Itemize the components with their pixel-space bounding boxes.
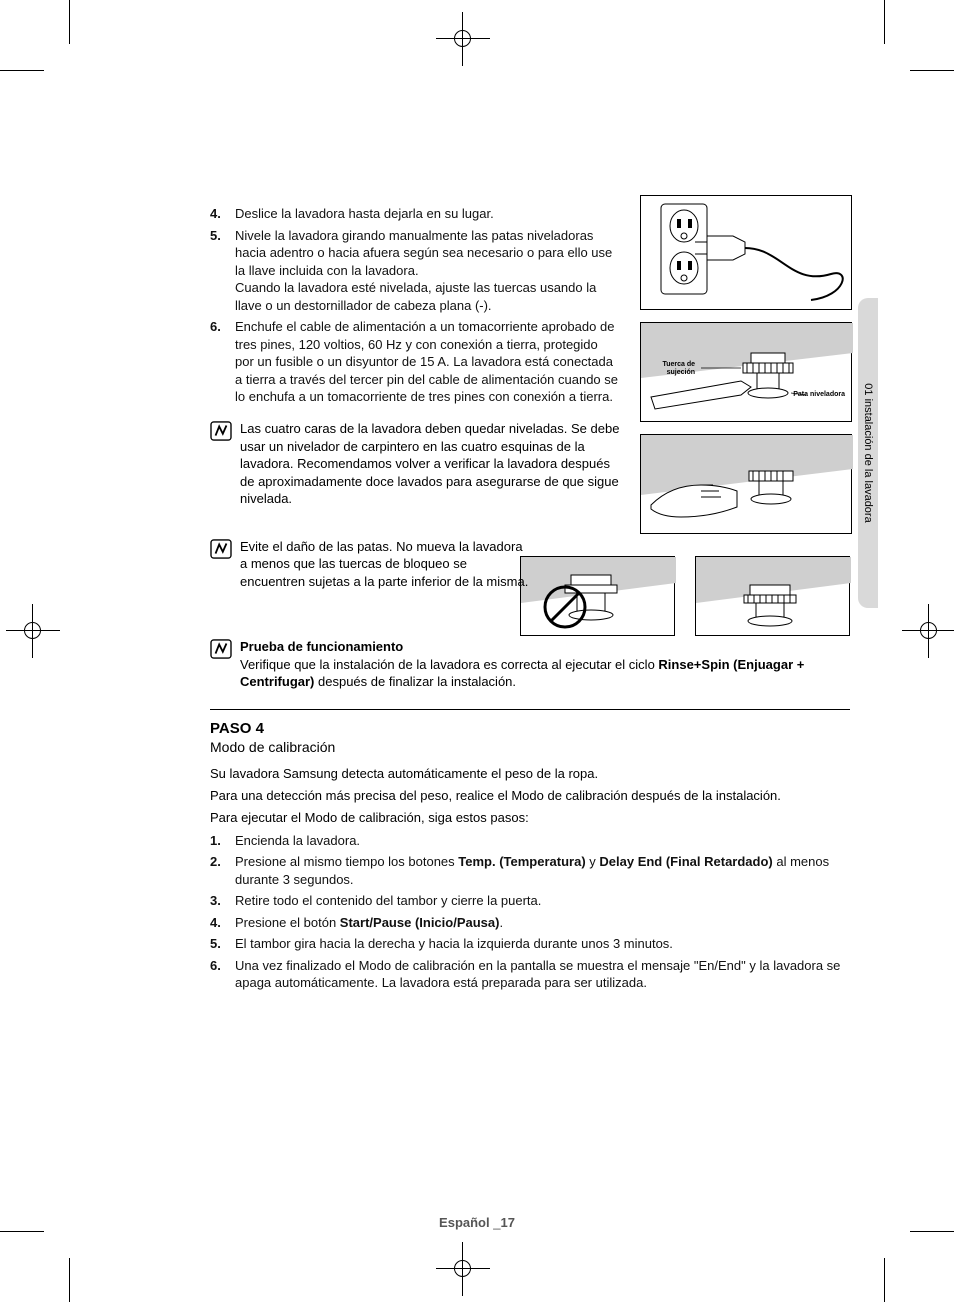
step-number: 4. [210,914,221,932]
content-column: 4. Deslice la lavadora hasta dejarla en s… [210,205,850,996]
section-divider [210,709,850,710]
footer-sep: _ [490,1215,501,1230]
crop-mark [910,70,954,71]
lower-steps-list: 1. Encienda la lavadora. 2. Presione al mis… [210,832,850,992]
step-number: 3. [210,892,221,910]
note-leveling: Las cuatro caras de la lavadora deben qu… [210,420,850,508]
step-number: 5. [210,227,221,245]
manual-page: 01 instalación de la lavadora [0,0,954,1302]
step-text: Deslice la lavadora hasta dejarla en su … [235,205,620,223]
bold-term: Delay End (Final Retardado) [599,854,772,869]
registration-mark [448,24,478,54]
note-title: Prueba de funcionamiento [240,639,403,654]
step-item: 6. Enchufe el cable de alimentación a un … [210,318,850,406]
step4-para: Su lavadora Samsung detecta automáticame… [210,765,850,783]
step-number: 2. [210,853,221,871]
footer-page-number: 17 [500,1215,514,1230]
registration-mark [448,1254,478,1284]
step4-subtitle: Modo de calibración [210,739,850,755]
crop-mark [69,1258,70,1302]
crop-mark [910,1231,954,1232]
step-text: El tambor gira hacia la derecha y hacia … [235,936,673,951]
registration-mark [914,616,944,646]
step-number: 5. [210,935,221,953]
step-item: 1. Encienda la lavadora. [210,832,850,850]
step-text: Una vez finalizado el Modo de calibració… [235,958,840,991]
note-icon [210,421,232,441]
step-item: 3. Retire todo el contenido del tambor y … [210,892,850,910]
step-item: 5. Nivele la lavadora girando manualmente… [210,227,850,315]
note-text: Evite el daño de las patas. No mueva la … [240,538,530,591]
step-number: 4. [210,205,221,223]
step-item: 4. Presione el botón Start/Pause (Inicio/… [210,914,850,932]
bold-term: Start/Pause (Inicio/Pausa) [340,915,500,930]
bold-term: Temp. (Temperatura) [458,854,585,869]
note-text: Las cuatro caras de la lavadora deben qu… [240,420,620,508]
step-text: Enchufe el cable de alimentación a un to… [235,318,620,406]
note-icon [210,639,232,659]
step4-title: PASO 4 [210,720,850,737]
step-text: Nivele la lavadora girando manualmente l… [235,227,620,315]
page-footer: Español _17 [0,1215,954,1230]
step-text: Encienda la lavadora. [235,833,360,848]
note-text: Prueba de funcionamiento Verifique que l… [240,638,850,691]
step4-para: Para una detección más precisa del peso,… [210,787,850,805]
step-text: Retire todo el contenido del tambor y ci… [235,893,541,908]
crop-mark [0,70,44,71]
step-item: 2. Presione al mismo tiempo los botones T… [210,853,850,888]
section-tab: 01 instalación de la lavadora [858,298,878,608]
step-number: 6. [210,318,221,336]
crop-mark [69,0,70,44]
step-item: 6. Una vez finalizado el Modo de calibrac… [210,957,850,992]
note-body-post: después de finalizar la instalación. [314,674,516,689]
note-test-run: Prueba de funcionamiento Verifique que l… [210,638,850,691]
crop-mark [0,1231,44,1232]
step-item: 4. Deslice la lavadora hasta dejarla en s… [210,205,850,223]
step-text: Presione el botón Start/Pause (Inicio/Pa… [235,915,503,930]
step-number: 6. [210,957,221,975]
note-body-pre: Verifique que la instalación de la lavad… [240,657,658,672]
step-text: Presione al mismo tiempo los botones Tem… [235,854,829,887]
section-tab-label: 01 instalación de la lavadora [862,383,874,522]
registration-mark [18,616,48,646]
step-number: 1. [210,832,221,850]
note-icon [210,539,232,559]
step-item: 5. El tambor gira hacia la derecha y haci… [210,935,850,953]
crop-mark [884,1258,885,1302]
note-foot-damage: Evite el daño de las patas. No mueva la … [210,538,850,591]
step4-para: Para ejecutar el Modo de calibración, si… [210,809,850,827]
footer-language: Español [439,1215,490,1230]
crop-mark [884,0,885,44]
upper-steps-list: 4. Deslice la lavadora hasta dejarla en s… [210,205,850,406]
